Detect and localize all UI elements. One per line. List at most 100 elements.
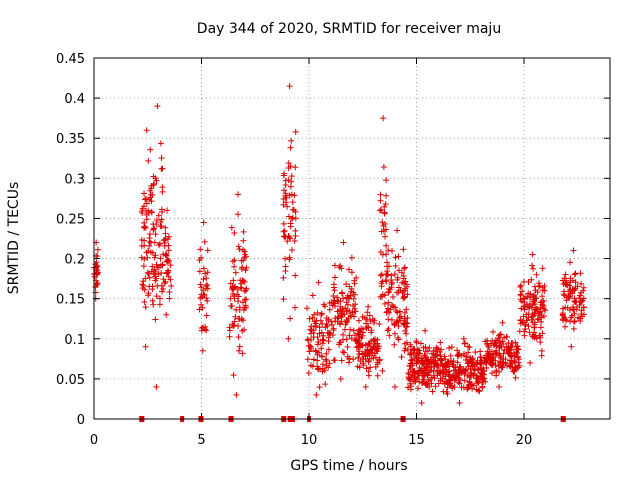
data-point	[577, 298, 584, 305]
data-point	[340, 239, 347, 246]
data-point	[377, 207, 384, 214]
data-point	[318, 310, 325, 317]
data-point	[437, 356, 444, 363]
data-point	[328, 318, 335, 325]
data-point	[383, 242, 390, 249]
data-point	[330, 327, 337, 334]
data-point	[353, 336, 360, 343]
data-point	[355, 354, 362, 361]
data-point	[233, 306, 240, 313]
data-point	[508, 353, 515, 360]
data-point	[517, 284, 524, 291]
data-point	[161, 280, 168, 287]
data-point	[572, 298, 579, 305]
data-point	[202, 270, 209, 277]
data-point	[197, 301, 204, 308]
data-point	[372, 364, 379, 371]
data-point	[411, 369, 418, 376]
data-point	[157, 262, 164, 269]
data-point	[350, 295, 357, 302]
data-point	[420, 376, 427, 383]
data-point	[444, 390, 451, 397]
data-point	[450, 357, 457, 364]
data-point	[507, 363, 514, 370]
data-point	[446, 345, 453, 352]
data-point	[434, 370, 441, 377]
data-point	[388, 284, 395, 291]
data-point	[356, 331, 363, 338]
data-point	[360, 362, 367, 369]
data-point	[396, 314, 403, 321]
data-point	[390, 303, 397, 310]
data-point	[478, 360, 485, 367]
data-point	[493, 367, 500, 374]
data-point	[568, 343, 575, 350]
data-point	[533, 271, 540, 278]
data-point	[512, 374, 519, 381]
data-point	[241, 254, 248, 261]
data-point	[464, 360, 471, 367]
data-point	[443, 378, 450, 385]
data-point	[350, 327, 357, 334]
y-tick-label: 0.2	[64, 253, 85, 268]
data-point	[155, 212, 162, 219]
data-point	[385, 316, 392, 323]
data-point	[539, 284, 546, 291]
data-point	[447, 352, 454, 359]
data-point	[317, 317, 324, 324]
data-point	[331, 287, 338, 294]
data-point	[503, 333, 510, 340]
x-tick-label: 0	[90, 433, 98, 448]
data-point	[521, 332, 528, 339]
data-point	[292, 128, 299, 135]
data-point	[318, 311, 325, 318]
data-point	[369, 316, 376, 323]
data-point	[572, 279, 579, 286]
data-point	[378, 206, 385, 213]
data-point	[145, 248, 152, 255]
data-point	[422, 327, 429, 334]
data-point	[432, 383, 439, 390]
data-point	[231, 230, 238, 237]
data-point	[495, 332, 502, 339]
data-point	[531, 309, 538, 316]
data-point	[340, 307, 347, 314]
data-point	[415, 355, 422, 362]
data-point	[489, 370, 496, 377]
data-point	[168, 283, 175, 290]
data-point	[430, 354, 437, 361]
data-point	[242, 302, 249, 309]
data-point	[407, 350, 414, 357]
data-point	[198, 254, 205, 261]
data-point	[532, 332, 539, 339]
x-tick-label: 15	[408, 433, 425, 448]
data-point	[351, 313, 358, 320]
data-point	[447, 382, 454, 389]
data-point	[140, 263, 147, 270]
data-point	[380, 222, 387, 229]
data-point	[142, 275, 149, 282]
data-point	[165, 233, 172, 240]
data-point	[314, 363, 321, 370]
data-point	[530, 265, 537, 272]
data-point	[157, 255, 164, 262]
data-point	[347, 326, 354, 333]
data-point	[366, 349, 373, 356]
data-point	[339, 349, 346, 356]
data-point	[203, 282, 210, 289]
data-point	[512, 364, 519, 371]
data-point	[473, 375, 480, 382]
data-point	[288, 173, 295, 180]
data-point	[531, 291, 538, 298]
data-point	[391, 341, 398, 348]
data-point	[282, 255, 289, 262]
data-point	[433, 344, 440, 351]
data-point	[203, 327, 210, 334]
data-point	[204, 247, 211, 254]
data-point	[368, 352, 375, 359]
data-point	[365, 324, 372, 331]
data-point	[143, 195, 150, 202]
data-point	[571, 271, 578, 278]
data-point	[361, 314, 368, 321]
